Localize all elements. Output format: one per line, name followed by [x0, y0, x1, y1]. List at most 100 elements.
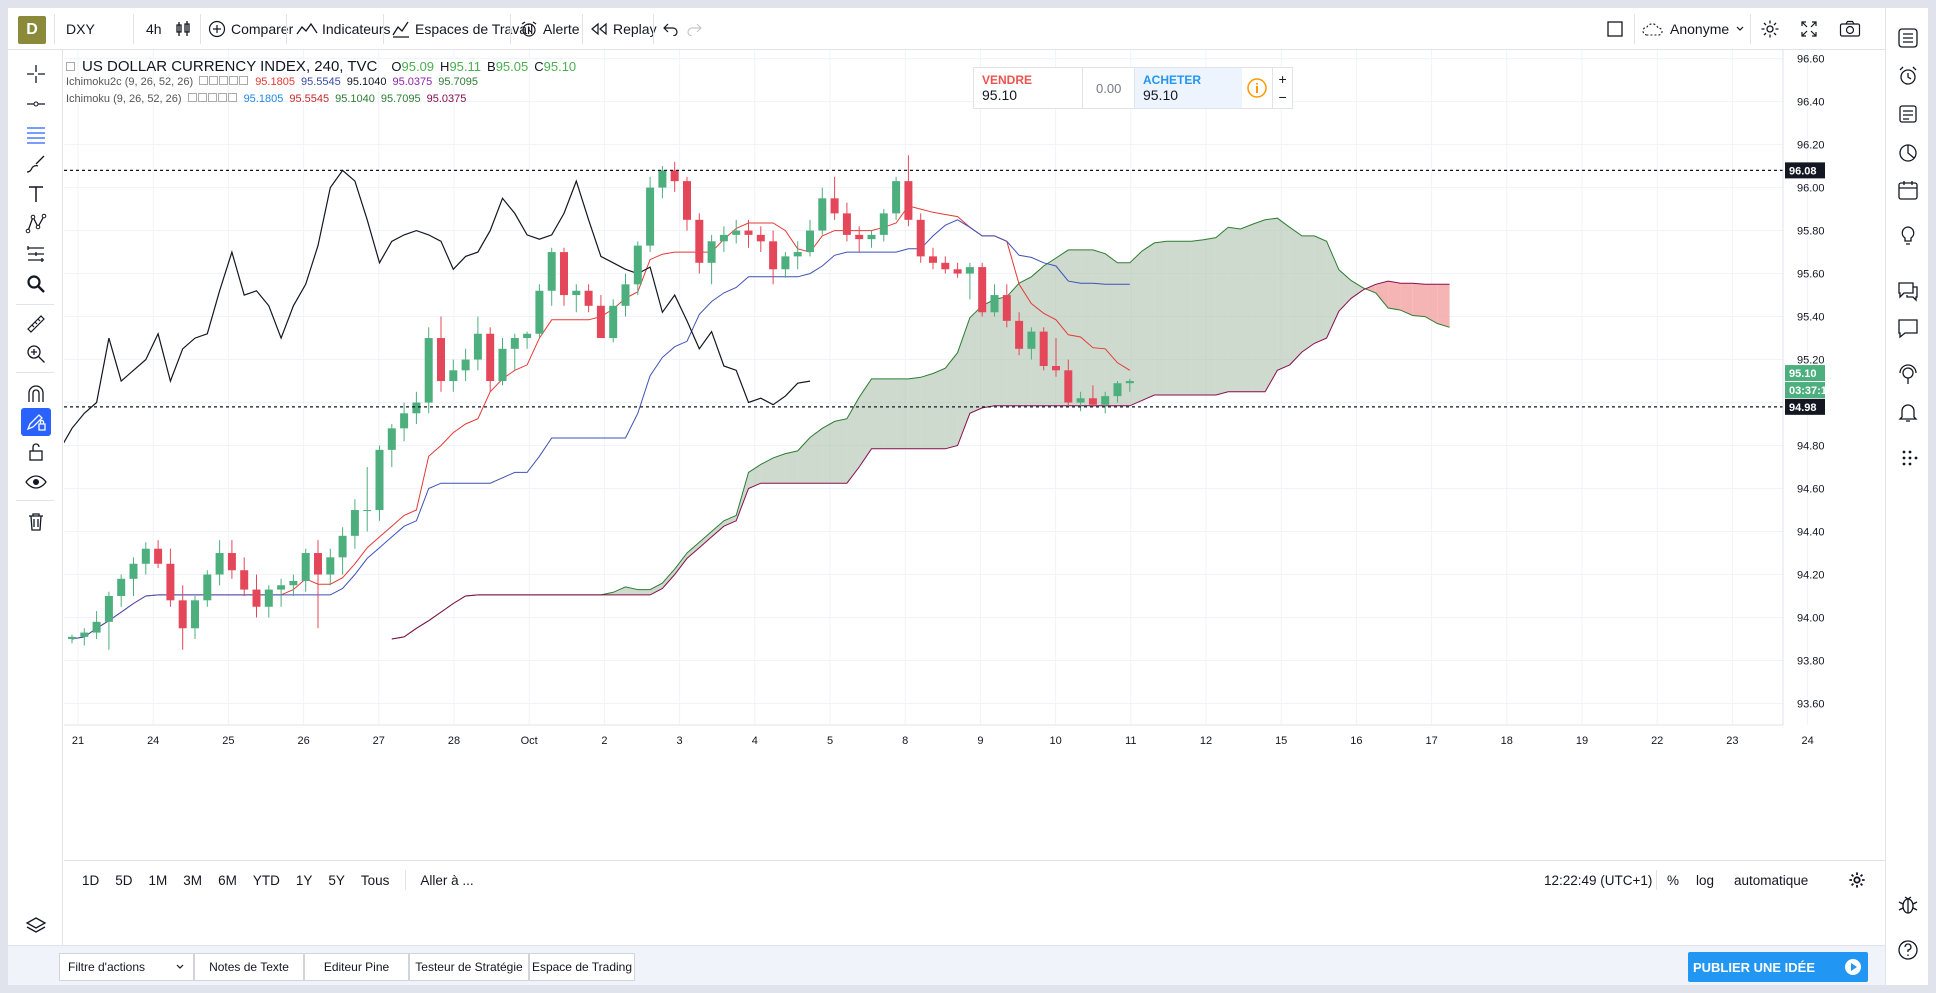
crosshair-tool[interactable]	[21, 60, 51, 88]
interval-button[interactable]: 4h	[146, 8, 162, 50]
candle-body	[68, 636, 76, 640]
range-ytd[interactable]: YTD	[252, 872, 280, 888]
range-all[interactable]: Tous	[360, 872, 390, 888]
time-tick-label: 4	[752, 735, 758, 747]
snapshot-button[interactable]	[1839, 8, 1861, 50]
indicators-button[interactable]: Indicateurs	[296, 8, 390, 50]
workspaces-button[interactable]: Espaces de Travail	[391, 8, 533, 50]
cloud-icon	[1642, 23, 1663, 36]
text-tool[interactable]	[21, 180, 51, 208]
redo-button[interactable]	[686, 8, 702, 50]
replay-button[interactable]: Replay	[590, 8, 657, 50]
trend-line-tool[interactable]	[21, 90, 51, 118]
indicator-controls[interactable]	[187, 93, 238, 105]
indicator-controls[interactable]	[199, 76, 249, 88]
price-label-box	[1785, 162, 1825, 179]
streams-button[interactable]	[1894, 360, 1922, 388]
alerts-button[interactable]	[1894, 62, 1922, 90]
candle-body	[252, 589, 261, 607]
time-tick-label: 17	[1425, 735, 1437, 747]
app-window: D DXY 4h Comparer Indicateurs Espaces de…	[8, 8, 1928, 985]
candle-body	[523, 333, 532, 339]
symbol-search[interactable]: DXY	[66, 8, 136, 50]
range-6m[interactable]: 6M	[218, 872, 237, 888]
quantity-stepper[interactable]: + −	[1272, 68, 1292, 108]
auto-scale-toggle[interactable]: automatique	[1734, 872, 1809, 888]
chart-pane[interactable]: 96.60 96.40 96.20 96.00 95.80 95.60 95.40 95.20…	[64, 50, 1837, 860]
messages-button[interactable]	[1894, 314, 1922, 342]
prediction-tool[interactable]	[21, 240, 51, 268]
ideas-button[interactable]	[1894, 222, 1922, 250]
account-menu[interactable]: Anonyme	[1642, 8, 1745, 50]
remove-drawings-tool[interactable]	[21, 508, 51, 536]
gear-icon	[1849, 872, 1865, 888]
goto-date-button[interactable]: Aller à ...	[420, 872, 474, 888]
fullscreen-layout-button[interactable]	[1606, 8, 1624, 50]
tab-trading-panel[interactable]: Espace de Trading	[529, 953, 635, 981]
percent-toggle[interactable]: %	[1667, 872, 1680, 888]
object-tree-button[interactable]	[21, 912, 51, 940]
sell-button[interactable]: VENDRE 95.10	[974, 68, 1084, 108]
publish-idea-button[interactable]: PUBLIER UNE IDÉE	[1688, 952, 1868, 982]
tab-text-notes[interactable]: Notes de Texte	[194, 953, 304, 981]
zoom-search-tool[interactable]	[21, 270, 51, 298]
brush-tool[interactable]	[21, 150, 51, 178]
compare-button[interactable]: Comparer	[208, 8, 293, 50]
chart-settings-button[interactable]	[1848, 861, 1866, 899]
fullscreen-button[interactable]	[1800, 8, 1818, 50]
collapse-icon[interactable]	[66, 62, 75, 71]
sliders-icon	[27, 246, 44, 262]
candle-body	[92, 621, 101, 633]
play-circle-icon	[1845, 959, 1862, 975]
user-logo[interactable]: D	[18, 16, 46, 44]
pattern-tool[interactable]	[21, 210, 51, 238]
undo-button[interactable]	[663, 8, 679, 50]
buy-button[interactable]: ACHETER 95.10	[1134, 68, 1243, 108]
indicator-value: 95.1805	[243, 93, 284, 105]
chart-type-button[interactable]	[173, 8, 193, 50]
zoom-in-tool[interactable]	[21, 340, 51, 368]
fib-tool[interactable]	[21, 120, 51, 148]
data-window-button[interactable]	[1894, 100, 1922, 128]
range-5d[interactable]: 5D	[115, 872, 133, 888]
log-toggle[interactable]: log	[1696, 872, 1715, 888]
ohlc-values: O95.09 H95.11 B95.05 C95.10	[391, 59, 576, 74]
cloud-segment	[1437, 284, 1450, 328]
replay-label: Replay	[613, 21, 657, 37]
visibility-tool[interactable]	[21, 468, 51, 496]
magnet-tool[interactable]	[21, 380, 51, 408]
cloud-segment	[674, 553, 687, 575]
watchlist-button[interactable]	[1894, 24, 1922, 52]
time-range-bar: 1D 5D 1M 3M 6M YTD 1Y 5Y Tous Aller à ..…	[64, 860, 1885, 898]
zoom-in-icon	[27, 345, 45, 363]
compare-label: Comparer	[231, 21, 294, 37]
indicator-legend-1[interactable]: Ichimoku2c (9, 26, 52, 26) 95.1805 95.55…	[66, 76, 478, 88]
cloud-segment	[1154, 241, 1167, 396]
range-3m[interactable]: 3M	[183, 872, 203, 888]
alert-button[interactable]: Alerte	[520, 8, 580, 50]
range-1m[interactable]: 1M	[148, 872, 168, 888]
stay-drawing-tool[interactable]	[21, 408, 51, 436]
notifications-button[interactable]	[1894, 398, 1922, 426]
lock-tool[interactable]	[21, 438, 51, 466]
minus-icon[interactable]: −	[1278, 89, 1287, 105]
tab-pine-editor[interactable]: Editeur Pine	[304, 953, 409, 981]
range-1d[interactable]: 1D	[82, 872, 100, 888]
candle-body	[80, 632, 89, 637]
info-icon[interactable]	[1242, 68, 1272, 108]
indicator-legend-2[interactable]: Ichimoku (9, 26, 52, 26) 95.1805 95.5545…	[66, 93, 466, 105]
hotlist-button[interactable]	[1894, 138, 1922, 166]
tab-stock-screener[interactable]: Filtre d'actions	[59, 953, 194, 981]
plus-icon[interactable]: +	[1278, 71, 1287, 87]
measure-tool[interactable]	[21, 310, 51, 338]
chats-button[interactable]	[1894, 276, 1922, 304]
dom-button[interactable]	[1894, 444, 1922, 472]
tab-strategy-tester[interactable]: Testeur de Stratégie	[409, 953, 529, 981]
price-chart[interactable]: 96.60 96.40 96.20 96.00 95.80 95.60 95.40 95.20…	[64, 50, 1837, 860]
calendar-button[interactable]	[1894, 176, 1922, 204]
bug-report-button[interactable]	[1894, 890, 1922, 918]
settings-button[interactable]	[1760, 8, 1780, 50]
range-1y[interactable]: 1Y	[295, 872, 313, 888]
help-button[interactable]	[1894, 936, 1922, 964]
range-5y[interactable]: 5Y	[328, 872, 345, 888]
